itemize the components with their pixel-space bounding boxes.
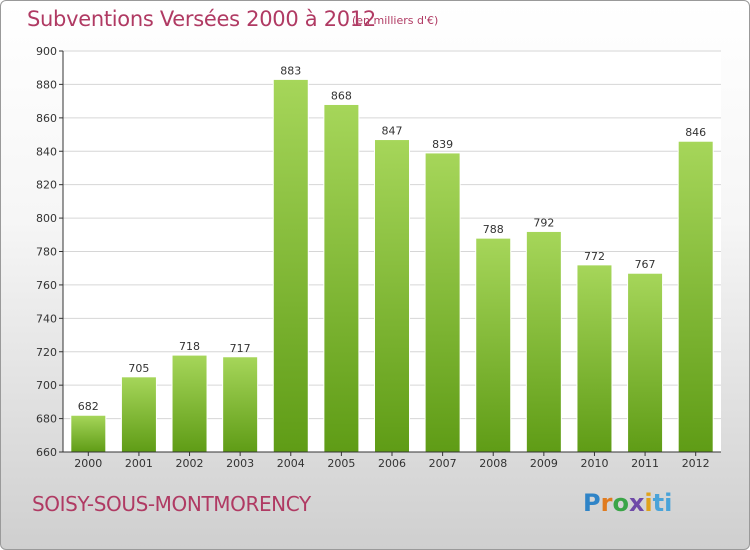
bar [70,414,107,453]
y-tick-label: 900 [36,45,57,58]
y-tick-label: 780 [36,246,57,259]
data-label: 767 [635,258,656,271]
data-label: 718 [179,340,200,353]
logo-letter: o [612,489,629,517]
bar [120,376,157,453]
y-tick-label: 880 [36,78,57,91]
x-tick-label: 2011 [631,457,659,470]
data-label: 788 [483,223,504,236]
y-tick-label: 760 [36,279,57,292]
x-tick-label: 2008 [479,457,507,470]
data-label: 839 [432,138,453,151]
y-tick-label: 660 [36,446,57,459]
y-tick-label: 800 [36,212,57,225]
x-tick-label: 2002 [176,457,204,470]
logo-letter: ti [652,489,673,517]
bar [627,272,664,453]
data-label: 792 [533,216,554,229]
bar [374,139,410,453]
proxiti-logo: Proxiti [583,489,672,517]
data-label: 705 [128,362,149,375]
x-tick-label: 2001 [125,457,153,470]
x-tick-label: 2005 [327,457,355,470]
x-tick-label: 2006 [378,457,406,470]
x-tick-label: 2009 [530,457,558,470]
axis-layer: 660 680 700 720 740 760 780 800 820 840 860 880 900 2… [36,45,721,470]
bar [576,264,613,453]
x-tick-label: 2010 [580,457,608,470]
y-tick-label: 740 [36,312,57,325]
bar [171,354,208,453]
logo-letter: r [600,489,613,517]
bar [424,152,461,453]
bar [272,78,309,453]
logo-letter: x [628,489,645,517]
data-label: 682 [78,400,99,413]
data-label: 717 [230,342,251,355]
x-tick-label: 2007 [429,457,457,470]
data-label: 868 [331,89,352,102]
x-tick-label: 2004 [277,457,305,470]
y-tick-label: 840 [36,145,57,158]
bar [222,356,259,453]
logo-letter: P [583,489,601,517]
data-label: 847 [382,125,403,138]
data-label: 772 [584,250,605,263]
bar [677,140,714,453]
bar [323,103,360,453]
data-label: 883 [280,64,301,77]
x-tick-label: 2000 [74,457,102,470]
x-tick-label: 2003 [226,457,254,470]
y-tick-label: 700 [36,379,57,392]
bars-layer: 682 705 718 717 883 868 847 839 788 792 772 767 846 [70,64,714,453]
y-tick-label: 720 [36,346,57,359]
bar [475,237,512,453]
chart-title: Subventions Versées 2000 à 2012 [27,7,376,31]
x-tick-label: 2012 [682,457,710,470]
place-name: SOISY-SOUS-MONTMORENCY [32,492,311,516]
logo-letter: i [644,489,653,517]
chart-subtitle: (en milliers d'€) [352,14,439,27]
y-tick-label: 820 [36,179,57,192]
data-label: 846 [685,126,706,139]
y-tick-label: 680 [36,413,57,426]
bar [525,230,562,453]
y-tick-label: 860 [36,112,57,125]
